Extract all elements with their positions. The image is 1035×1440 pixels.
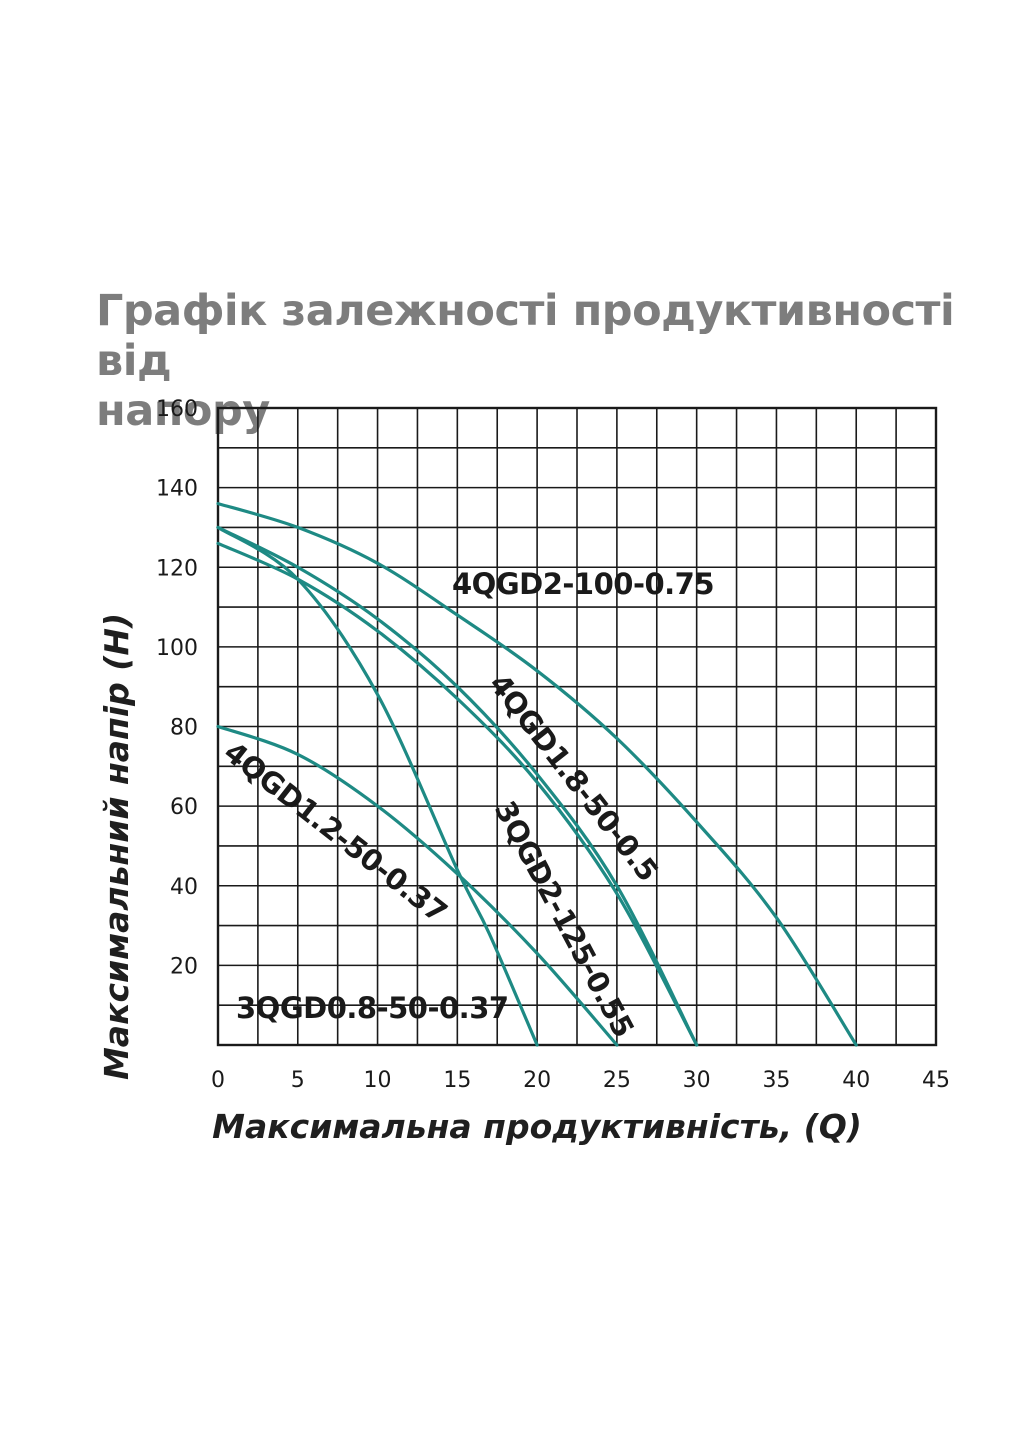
- curve-3qgd2-125-0-55: [216, 541, 699, 1047]
- y-axis-label: Максимальний напір (H): [97, 613, 136, 1080]
- y-tick-label: 80: [170, 716, 198, 741]
- x-axis-ticks: 0 5 10 15 20 25 30 35 40 45: [211, 1068, 950, 1093]
- y-tick-label: 140: [156, 477, 198, 502]
- x-tick-label: 45: [922, 1068, 950, 1093]
- x-tick-label: 35: [762, 1068, 790, 1093]
- y-tick-label: 120: [156, 556, 198, 581]
- chart-grid: [218, 408, 936, 1045]
- curve-label-4qgd2-100-0-75: 4QGD2-100-0.75: [452, 567, 714, 601]
- x-tick-label: 10: [364, 1068, 392, 1093]
- x-tick-label: 40: [842, 1068, 870, 1093]
- x-tick-label: 5: [291, 1068, 305, 1093]
- curve-4qgd2-100-0-75: [216, 502, 858, 1047]
- x-tick-label: 30: [683, 1068, 711, 1093]
- y-tick-label: 100: [156, 636, 198, 661]
- y-tick-label: 160: [156, 397, 198, 422]
- x-tick-label: 15: [443, 1068, 471, 1093]
- curve-label-3qgd0-8-50-0-37: 3QGD0.8-50-0.37: [236, 991, 509, 1025]
- x-axis-label: Максимальна продуктивність, (Q): [212, 1107, 862, 1146]
- curve-4qgd1-2-50-0-37: [216, 724, 619, 1047]
- page-title: Графік залежності продуктивності від нап…: [96, 286, 955, 436]
- curve-4qgd1-8-50-0-5: [216, 525, 699, 1047]
- x-tick-label: 0: [211, 1068, 225, 1093]
- y-tick-label: 60: [170, 795, 198, 820]
- x-tick-label: 20: [523, 1068, 551, 1093]
- y-tick-label: 40: [170, 875, 198, 900]
- y-tick-label: 20: [170, 954, 198, 979]
- chart-curves: [216, 502, 858, 1047]
- x-tick-label: 25: [603, 1068, 631, 1093]
- y-axis-ticks: 20 40 60 80 100 120 140 160: [156, 397, 198, 979]
